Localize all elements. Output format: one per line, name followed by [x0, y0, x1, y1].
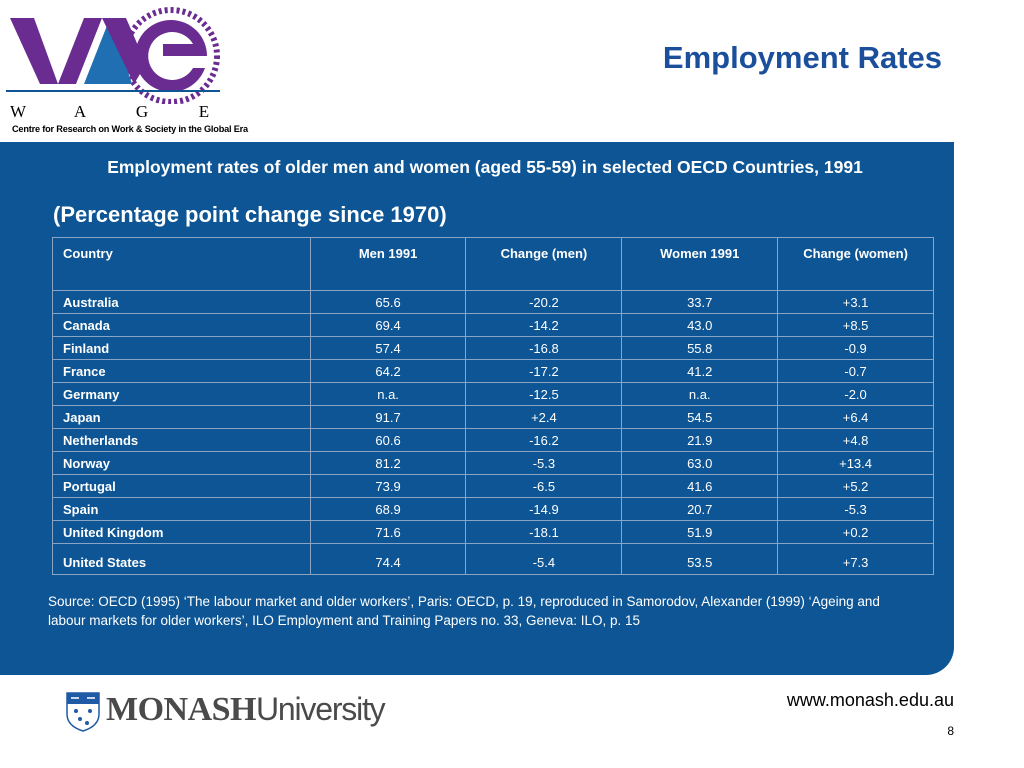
cell-country: Finland [52, 336, 311, 360]
cell-women-1991: 51.9 [621, 520, 779, 544]
cell-women-1991: 20.7 [621, 497, 779, 521]
cell-women-1991: 21.9 [621, 428, 779, 452]
cell-country: Japan [52, 405, 311, 429]
cell-change-men: -5.4 [465, 543, 623, 575]
employment-table: Country Men 1991 Change (men) Women 1991… [52, 237, 934, 575]
cell-change-women: -5.3 [777, 497, 934, 521]
table-row: United States 74.4 -5.4 53.5 +7.3 [52, 543, 934, 575]
cell-women-1991: 41.6 [621, 474, 779, 498]
cell-change-women: +13.4 [777, 451, 934, 475]
cell-change-women: -0.9 [777, 336, 934, 360]
table-row: Japan 91.7 +2.4 54.5 +6.4 [52, 405, 934, 429]
cell-country: Australia [52, 290, 311, 314]
cell-change-women: +7.3 [777, 543, 934, 575]
monash-university-logo: MONASHUniversity [106, 690, 386, 729]
cell-men-1991: n.a. [309, 382, 467, 406]
wage-logo [6, 4, 224, 138]
table-row: United Kingdom 71.6 -18.1 51.9 +0.2 [52, 520, 934, 544]
cell-men-1991: 74.4 [309, 543, 467, 575]
logo-letter-a: A [73, 102, 87, 121]
cell-country: Norway [52, 451, 311, 475]
cell-men-1991: 71.6 [309, 520, 467, 544]
cell-women-1991: 63.0 [621, 451, 779, 475]
cell-change-men: -14.9 [465, 497, 623, 521]
cell-women-1991: 55.8 [621, 336, 779, 360]
cell-change-men: -16.8 [465, 336, 623, 360]
cell-women-1991: n.a. [621, 382, 779, 406]
page-title: Employment Rates [662, 40, 942, 75]
cell-change-men: -20.2 [465, 290, 623, 314]
logo-letter-g: G [135, 102, 149, 121]
cell-change-women: +4.8 [777, 428, 934, 452]
table-row: Australia 65.6 -20.2 33.7 +3.1 [52, 290, 934, 314]
cell-country: United Kingdom [52, 520, 311, 544]
column-header-change-men: Change (men) [465, 237, 623, 291]
cell-change-women: -0.7 [777, 359, 934, 383]
cell-women-1991: 41.2 [621, 359, 779, 383]
cell-change-men: -14.2 [465, 313, 623, 337]
cell-men-1991: 65.6 [309, 290, 467, 314]
cell-change-women: -2.0 [777, 382, 934, 406]
cell-country: Netherlands [52, 428, 311, 452]
page-number: 8 [947, 724, 954, 738]
table-row: France 64.2 -17.2 41.2 -0.7 [52, 359, 934, 383]
table-title: Employment rates of older men and women … [107, 157, 863, 177]
cell-change-men: -17.2 [465, 359, 623, 383]
website-url[interactable]: www.monash.edu.au [786, 690, 954, 710]
cell-men-1991: 73.9 [309, 474, 467, 498]
cell-country: France [52, 359, 311, 383]
cell-change-men: -5.3 [465, 451, 623, 475]
cell-women-1991: 33.7 [621, 290, 779, 314]
logo-letter-w: W [9, 102, 27, 121]
table-row: Spain 68.9 -14.9 20.7 -5.3 [52, 497, 934, 521]
table-header-row: Country Men 1991 Change (men) Women 1991… [52, 237, 934, 291]
logo-letter-e: E [198, 102, 210, 121]
cell-change-men: -12.5 [465, 382, 623, 406]
cell-women-1991: 54.5 [621, 405, 779, 429]
column-header-women-1991: Women 1991 [621, 237, 779, 291]
cell-men-1991: 81.2 [309, 451, 467, 475]
column-header-change-women: Change (women) [777, 237, 934, 291]
table-row: Netherlands 60.6 -16.2 21.9 +4.8 [52, 428, 934, 452]
cell-men-1991: 69.4 [309, 313, 467, 337]
column-header-country: Country [52, 237, 311, 291]
table-row: Finland 57.4 -16.8 55.8 -0.9 [52, 336, 934, 360]
column-header-men-1991: Men 1991 [309, 237, 467, 291]
cell-country: Germany [52, 382, 311, 406]
cell-men-1991: 68.9 [309, 497, 467, 521]
brand-regular: University [256, 691, 386, 727]
cell-change-men: -18.1 [465, 520, 623, 544]
table-subtitle: (Percentage point change since 1970) [53, 202, 447, 227]
cell-men-1991: 60.6 [309, 428, 467, 452]
cell-change-men: -6.5 [465, 474, 623, 498]
source-note: Source: OECD (1995) ‘The labour market a… [48, 594, 880, 628]
cell-men-1991: 57.4 [309, 336, 467, 360]
cell-change-men: -16.2 [465, 428, 623, 452]
cell-change-women: +6.4 [777, 405, 934, 429]
cell-women-1991: 53.5 [621, 543, 779, 575]
cell-country: Spain [52, 497, 311, 521]
cell-men-1991: 64.2 [309, 359, 467, 383]
cell-country: Canada [52, 313, 311, 337]
cell-country: Portugal [52, 474, 311, 498]
cell-change-women: +5.2 [777, 474, 934, 498]
table-row: Germany n.a. -12.5 n.a. -2.0 [52, 382, 934, 406]
cell-men-1991: 91.7 [309, 405, 467, 429]
table-row: Norway 81.2 -5.3 63.0 +13.4 [52, 451, 934, 475]
table-row: Portugal 73.9 -6.5 41.6 +5.2 [52, 474, 934, 498]
cell-change-women: +3.1 [777, 290, 934, 314]
cell-change-women: +8.5 [777, 313, 934, 337]
monash-crest-icon [66, 692, 100, 732]
cell-women-1991: 43.0 [621, 313, 779, 337]
cell-change-women: +0.2 [777, 520, 934, 544]
brand-bold: MONASH [106, 691, 257, 728]
cell-country: United States [52, 543, 311, 575]
table-row: Canada 69.4 -14.2 43.0 +8.5 [52, 313, 934, 337]
logo-tagline: Centre for Research on Work & Society in… [12, 124, 248, 134]
cell-change-men: +2.4 [465, 405, 623, 429]
logo-letters: W A G E [6, 102, 216, 122]
wage-logo-mark [6, 7, 220, 105]
